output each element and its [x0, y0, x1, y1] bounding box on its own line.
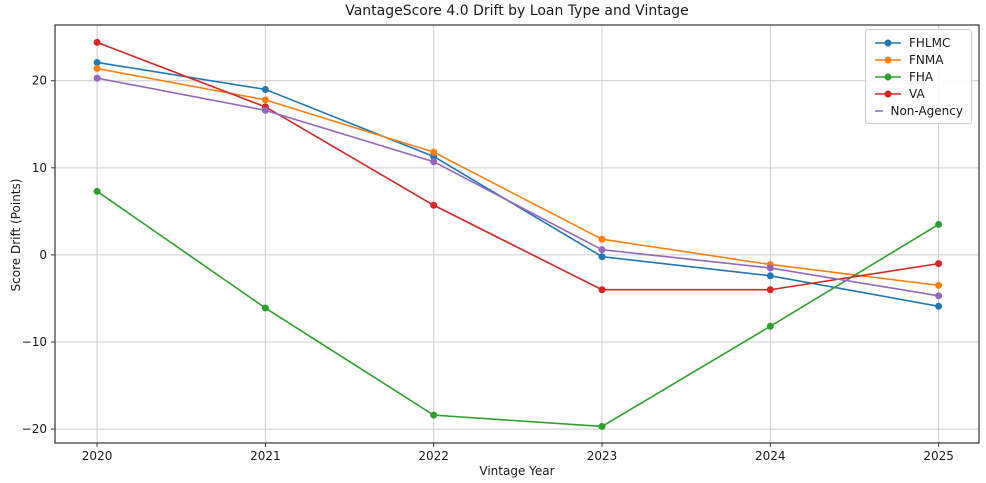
series-marker-fnma: [598, 235, 606, 243]
x-tick-label: 2020: [82, 449, 113, 463]
y-tick-label: 10: [32, 161, 47, 175]
series-line-non-agency: [96, 77, 939, 297]
y-tick-label: −20: [22, 422, 47, 436]
x-tick-label: 2022: [418, 449, 449, 463]
series-marker-fha: [766, 322, 774, 330]
series-marker-fnma: [935, 281, 943, 289]
legend-item-va: VA: [874, 87, 963, 101]
legend-line-sample-icon: [875, 90, 901, 98]
series-marker-fha: [93, 187, 101, 195]
series-marker-va: [93, 38, 101, 46]
y-tick-label: 0: [39, 248, 47, 262]
series-marker-fhlmc: [598, 253, 606, 261]
legend-line-sample-icon: [875, 56, 901, 64]
series-marker-fnma: [93, 65, 101, 73]
series-marker-fhlmc: [766, 272, 774, 280]
series-marker-fha: [935, 220, 943, 228]
series-marker-fnma: [261, 96, 269, 104]
legend-label: Non-Agency: [890, 104, 963, 118]
y-axis-label: Score Drift (Points): [9, 178, 23, 292]
legend-label: FHA: [909, 70, 934, 84]
series-marker-fha: [261, 304, 269, 312]
series-marker-fnma: [430, 148, 438, 156]
legend-item-fha: FHA: [874, 70, 963, 84]
series-marker-non-agency: [766, 264, 774, 272]
series-marker-non-agency: [261, 106, 269, 114]
x-tick-label: 2021: [250, 449, 281, 463]
axes-spines: [54, 24, 980, 444]
legend-line-sample-icon: [875, 110, 884, 112]
series-marker-non-agency: [598, 246, 606, 254]
series-marker-non-agency: [935, 292, 943, 300]
series-marker-non-agency: [93, 74, 101, 82]
x-tick-label: 2024: [755, 449, 786, 463]
series-marker-va: [935, 260, 943, 268]
x-axis-label: Vintage Year: [479, 464, 555, 478]
legend-item-fhlmc: FHLMC: [874, 36, 963, 50]
legend-label: FNMA: [909, 53, 944, 67]
legend: FHLMC FNMA FHA VA Non-Agency: [865, 29, 972, 124]
series-marker-fhlmc: [93, 58, 101, 66]
series-line-fha: [96, 190, 940, 428]
series-marker-va: [598, 286, 606, 294]
series-marker-fha: [598, 422, 606, 430]
x-tick-label: 2023: [587, 449, 618, 463]
series-marker-fhlmc: [261, 85, 269, 93]
legend-label: FHLMC: [909, 36, 951, 50]
chart-title: VantageScore 4.0 Drift by Loan Type and …: [345, 3, 689, 19]
y-tick-label: 20: [32, 74, 47, 88]
legend-label: VA: [909, 87, 925, 101]
series-marker-va: [430, 201, 438, 209]
series-marker-va: [766, 286, 774, 294]
legend-item-non-agency: Non-Agency: [874, 104, 963, 118]
series-line-fnma: [96, 67, 939, 287]
legend-line-sample-icon: [875, 39, 901, 47]
legend-line-sample-icon: [875, 73, 901, 81]
y-tick-label: −10: [22, 335, 47, 349]
series-marker-fhlmc: [935, 302, 943, 310]
series-marker-non-agency: [430, 158, 438, 166]
legend-item-fnma: FNMA: [874, 53, 963, 67]
series-marker-fha: [430, 411, 438, 419]
series-line-va: [96, 41, 939, 291]
x-tick-label: 2025: [923, 449, 954, 463]
